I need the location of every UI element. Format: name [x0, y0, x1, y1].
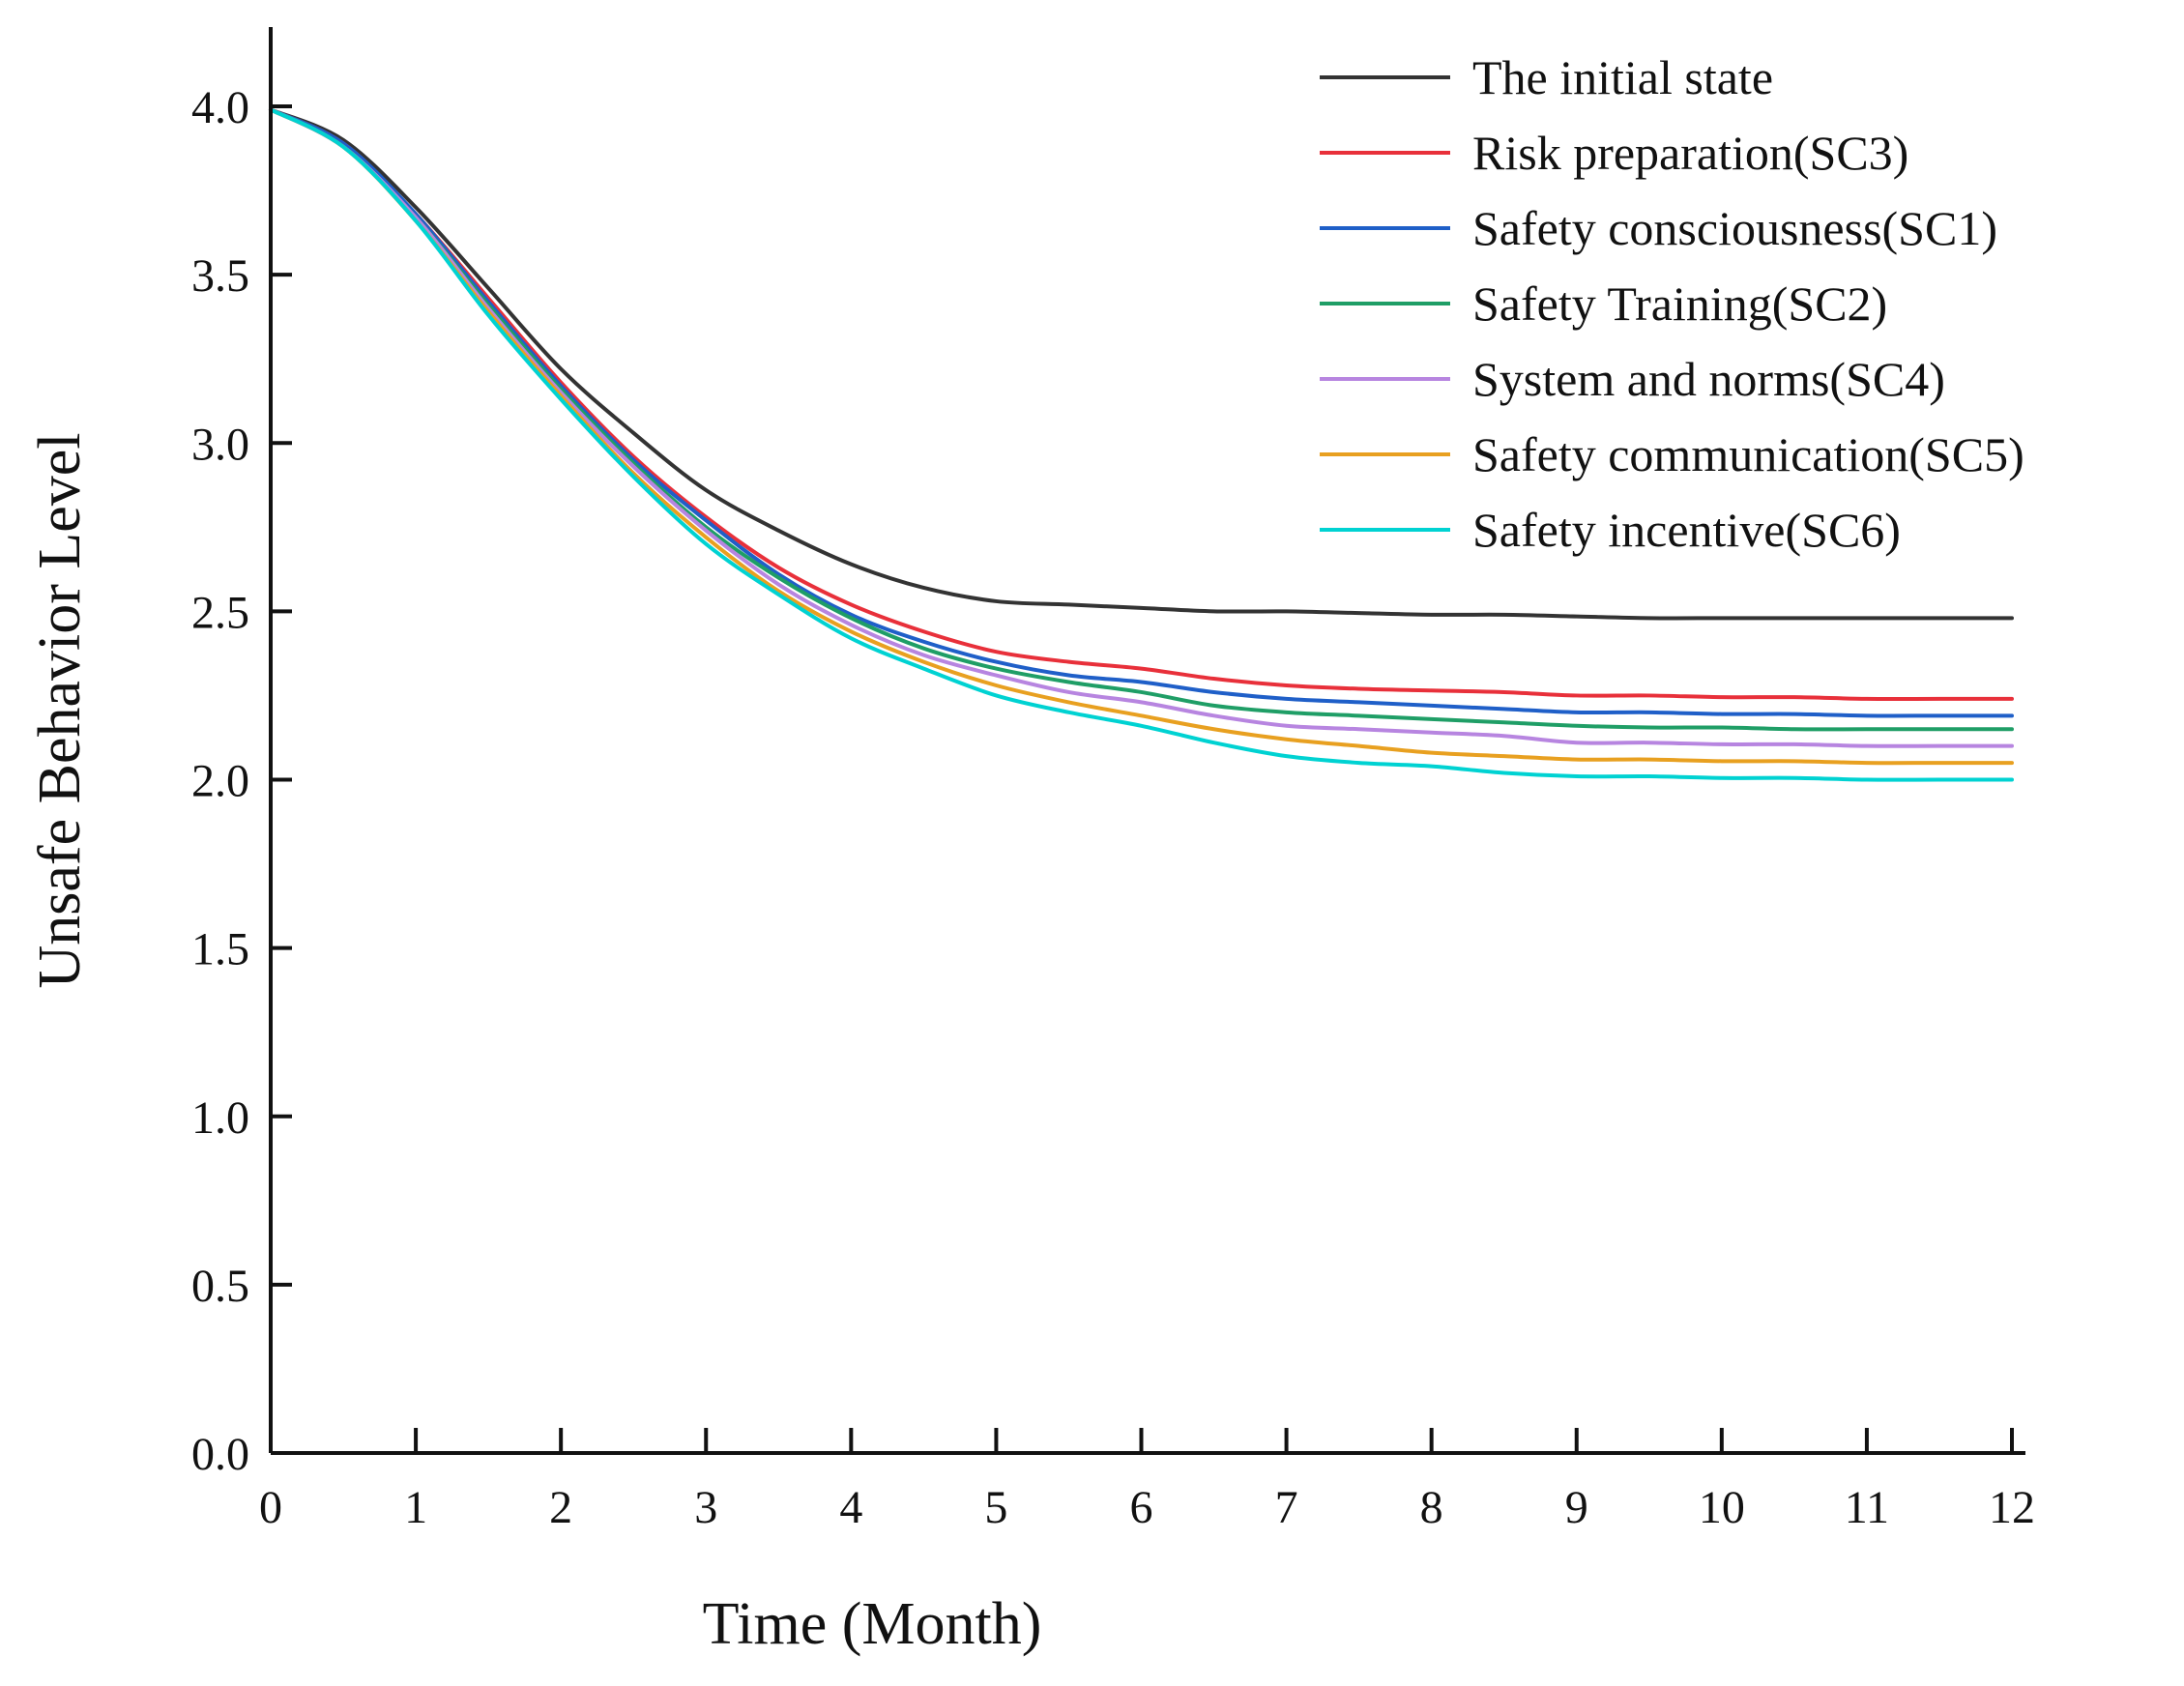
y-axis-title: Unsafe Behavior Level [27, 433, 93, 989]
x-axis-title: Time (Month) [703, 1591, 1042, 1657]
x-tick-label: 3 [694, 1482, 717, 1533]
y-tick-label: 3.5 [191, 250, 249, 302]
y-tick-label: 1.0 [191, 1092, 249, 1144]
x-tick-label: 6 [1130, 1482, 1153, 1533]
x-ticks-group: 0 1 2 3 4 5 6 7 8 9 10 11 12 [259, 1428, 2035, 1533]
x-tick-label: 0 [259, 1482, 282, 1533]
x-tick-label: 11 [1845, 1482, 1889, 1533]
x-tick-label: 8 [1420, 1482, 1443, 1533]
axes-group [269, 27, 2025, 1455]
y-tick-label: 2.0 [191, 756, 249, 807]
x-tick-label: 5 [984, 1482, 1007, 1533]
series-group [269, 107, 2014, 782]
legend-label: System and norms(SC4) [1472, 352, 1945, 406]
y-tick-label: 4.0 [191, 82, 249, 133]
x-tick-label: 1 [404, 1482, 427, 1533]
series-line [269, 107, 2014, 782]
x-tick-label: 2 [549, 1482, 572, 1533]
y-tick-label: 3.0 [191, 419, 249, 470]
y-tick-label: 0.0 [191, 1429, 249, 1480]
x-tick-label: 9 [1565, 1482, 1588, 1533]
x-tick-label: 4 [839, 1482, 862, 1533]
series-line [269, 107, 2014, 621]
y-ticks-group: 0.0 0.5 1.0 1.5 2.0 2.5 3.0 3.5 4.0 [191, 82, 292, 1480]
series-line [269, 107, 2014, 748]
legend-label: Safety incentive(SC6) [1472, 503, 1901, 557]
series-line [269, 107, 2014, 702]
legend-label: Safety communication(SC5) [1472, 427, 2024, 481]
y-tick-label: 2.5 [191, 587, 249, 638]
y-tick-label: 0.5 [191, 1261, 249, 1312]
series-line [269, 107, 2014, 766]
y-tick-label: 1.5 [191, 924, 249, 975]
legend-label: Safety Training(SC2) [1472, 276, 1887, 331]
series-line [269, 107, 2014, 718]
legend-label: Safety consciousness(SC1) [1472, 201, 1997, 255]
legend: The initial state Risk preparation(SC3) Sa… [1320, 50, 2024, 557]
x-tick-label: 10 [1699, 1482, 1745, 1533]
series-line [269, 107, 2014, 732]
x-tick-label: 12 [1989, 1482, 2035, 1533]
legend-label: The initial state [1472, 50, 1773, 104]
x-tick-label: 7 [1275, 1482, 1298, 1533]
legend-label: Risk preparation(SC3) [1472, 126, 1908, 180]
